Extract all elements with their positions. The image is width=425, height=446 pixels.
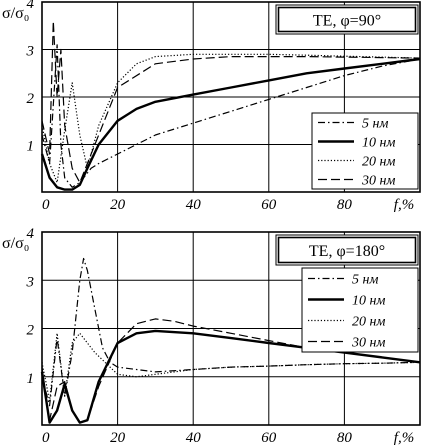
- x-tick-label: 60: [261, 430, 277, 446]
- legend-box: [301, 267, 419, 353]
- title-box-inner: [277, 6, 417, 33]
- x-tick-label: 40: [186, 197, 202, 213]
- plot-frame: [41, 231, 421, 426]
- x-tick-label: 20: [110, 197, 126, 213]
- chart-title: TE, φ=90°: [313, 13, 381, 30]
- series-line-4: [41, 20, 421, 184]
- legend-label: 5 нм: [352, 273, 378, 288]
- legend-label: 10 нм: [352, 294, 385, 309]
- title-box: [275, 234, 419, 266]
- y-tick-label: 4: [27, 0, 35, 12]
- title-box: [275, 4, 419, 35]
- x-tick-label: 80: [337, 430, 353, 446]
- legend-label: 30 нм: [361, 174, 395, 189]
- x-tick-label: 40: [186, 430, 202, 446]
- legend-label: 30 нм: [351, 336, 385, 351]
- x-tick-label: 80: [337, 197, 353, 213]
- x-axis-label: f,%: [394, 430, 414, 446]
- x-tick-label: 0: [42, 197, 50, 213]
- y-tick-label: 2: [27, 91, 35, 107]
- legend-label: 5 нм: [362, 117, 388, 132]
- series-line-2: [40, 57, 421, 191]
- x-tick-label: 0: [42, 430, 50, 446]
- legend-label: 10 нм: [362, 136, 395, 151]
- y-tick-label: 2: [27, 323, 35, 339]
- x-axis-label: f,%: [394, 197, 414, 213]
- y-tick-label: 1: [27, 139, 35, 155]
- legend-label: 20 нм: [362, 155, 395, 170]
- y-tick-label: 1: [27, 371, 35, 387]
- y-tick-label: 4: [27, 226, 35, 242]
- plot-frame: [41, 1, 421, 193]
- chart-title: TE, φ=180°: [309, 243, 385, 260]
- x-tick-label: 60: [261, 197, 277, 213]
- title-box-inner: [277, 236, 417, 264]
- y-tick-label: 3: [26, 274, 35, 290]
- y-axis-label: σ/σ₀: [2, 235, 29, 252]
- y-tick-label: 3: [26, 44, 35, 60]
- legend-label: 20 нм: [352, 315, 385, 330]
- x-tick-label: 20: [110, 430, 126, 446]
- series-line-3: [41, 53, 421, 184]
- legend-box: [311, 112, 419, 190]
- series-line-3: [41, 332, 421, 402]
- y-axis-label: σ/σ₀: [2, 5, 29, 22]
